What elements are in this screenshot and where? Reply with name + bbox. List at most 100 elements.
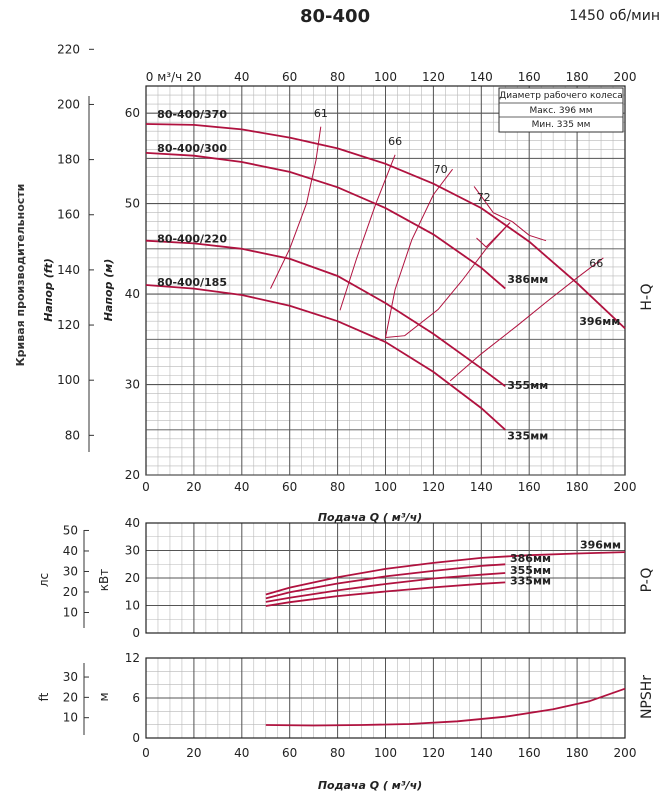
- x-tick-label: 20: [186, 746, 201, 760]
- y-tick-label-hp: 10: [63, 605, 78, 619]
- y-axis-label-ft: ft: [37, 692, 51, 701]
- y-tick-label-m: 20: [125, 468, 140, 482]
- y-tick-label-kw: 40: [125, 516, 140, 530]
- side-label-hq: H-Q: [639, 283, 655, 310]
- y-tick-label-ft: 160: [57, 208, 80, 222]
- pq-curve: [265, 563, 506, 600]
- x-tick-label: 20: [186, 480, 201, 494]
- x-tick-label: 0: [142, 480, 150, 494]
- x-axis-label: Подача Q ( м³/ч): [318, 511, 422, 524]
- pq-curve-label: 355мм: [510, 564, 551, 577]
- plot-frame: [145, 657, 626, 739]
- y-axis-label-hp: лс: [37, 573, 51, 587]
- x-tick-label: 160: [518, 746, 541, 760]
- x-tick-label: 140: [470, 746, 493, 760]
- y-tick-label-kw: 30: [125, 544, 140, 558]
- x-tick-label: 200: [614, 480, 637, 494]
- x-tick-label: 180: [566, 480, 589, 494]
- top-axis-tick-label: 120: [422, 70, 445, 84]
- x-tick-label: 140: [470, 480, 493, 494]
- y-tick-label-ft: 80: [65, 428, 80, 442]
- plot-frame: [145, 522, 626, 634]
- hq-curve-label: 396мм: [579, 315, 620, 328]
- y-tick-label-m: 60: [125, 106, 140, 120]
- x-axis-label: Подача Q ( м³/ч): [318, 779, 422, 792]
- y-tick-label-ft: 100: [57, 373, 80, 387]
- y-axis-label-m: м: [97, 692, 111, 701]
- efficiency-line: [449, 257, 604, 382]
- top-axis-tick-label: 0 м³/ч: [146, 70, 182, 84]
- x-tick-label: 120: [422, 746, 445, 760]
- y-tick-label-ft: 120: [57, 318, 80, 332]
- hq-curve: [145, 284, 506, 431]
- x-tick-label: 200: [614, 746, 637, 760]
- x-tick-label: 100: [374, 480, 397, 494]
- y-tick-label-m: 30: [125, 378, 140, 392]
- npsh-curve: [265, 687, 626, 727]
- pq-curve-label: 396мм: [580, 538, 621, 551]
- y-tick-label-ft: 140: [57, 263, 80, 277]
- y-axis-label-ft: Напор (ft): [42, 258, 55, 322]
- y-tick-label-hp: 30: [63, 564, 78, 578]
- y-tick-label-ft: 10: [63, 711, 78, 725]
- pq-curve: [265, 551, 626, 596]
- speed-label: 1450 об/мин: [569, 8, 660, 24]
- x-tick-label: 180: [566, 746, 589, 760]
- x-tick-label: 80: [330, 480, 345, 494]
- y-tick-label-m: 0: [132, 731, 140, 745]
- y-tick-label-m: 50: [125, 197, 140, 211]
- x-tick-label: 100: [374, 746, 397, 760]
- y-tick-label-kw: 10: [125, 599, 140, 613]
- x-tick-label: 0: [142, 746, 150, 760]
- y-tick-label-hp: 50: [63, 523, 78, 537]
- top-axis-tick-label: 200: [614, 70, 637, 84]
- y-tick-label-ft: 200: [57, 97, 80, 111]
- top-axis-tick-label: 20: [186, 70, 201, 84]
- y-tick-label-ft: 180: [57, 153, 80, 167]
- model-curve-label: 80-400/370: [157, 108, 227, 121]
- model-curve-label: 80-400/220: [157, 233, 227, 246]
- hq-curve: [145, 239, 506, 388]
- model-curve-label: 80-400/300: [157, 142, 227, 155]
- y-tick-label-hp: 40: [63, 544, 78, 558]
- pq-curve-label: 386мм: [510, 552, 551, 565]
- y-axis-label-kw: кВт: [97, 569, 111, 591]
- y-tick-label-kw: 0: [132, 626, 140, 640]
- model-curve-label: 80-400/185: [157, 276, 227, 289]
- y-axis-label-m: Напор (м): [102, 259, 115, 322]
- efficiency-line: [476, 222, 511, 248]
- top-axis-tick-label: 80: [330, 70, 345, 84]
- y-tick-label-kw: 20: [125, 571, 140, 585]
- hq-curve: [145, 123, 626, 330]
- hq-curve-label: 386мм: [507, 273, 548, 286]
- hq-curve-label: 355мм: [507, 379, 548, 392]
- y-tick-label-m: 6: [132, 691, 140, 705]
- x-tick-label: 160: [518, 480, 541, 494]
- legend-max: Макс. 396 мм: [529, 106, 592, 116]
- efficiency-label: 66: [589, 257, 603, 270]
- page-title: 80-400: [300, 6, 371, 27]
- legend-box: [498, 87, 624, 133]
- x-tick-label: 60: [282, 480, 297, 494]
- pq-curve: [265, 572, 506, 603]
- efficiency-label: 72: [477, 191, 491, 204]
- x-tick-label: 120: [422, 480, 445, 494]
- y-tick-label-ft: 220: [57, 42, 80, 56]
- top-axis-tick-label: 100: [374, 70, 397, 84]
- y-axis-label-rotated: Кривая производительности: [14, 184, 27, 367]
- top-axis-tick-label: 180: [566, 70, 589, 84]
- legend-title: Диаметр рабочего колеса: [499, 91, 622, 101]
- y-tick-label-hp: 20: [63, 585, 78, 599]
- y-tick-label-ft: 20: [63, 690, 78, 704]
- efficiency-label: 66: [388, 135, 402, 148]
- pq-curve: [265, 581, 506, 607]
- hq-curve: [145, 152, 506, 290]
- top-axis-tick-label: 40: [234, 70, 249, 84]
- top-axis-tick-label: 160: [518, 70, 541, 84]
- hq-curve-label: 335мм: [507, 430, 548, 443]
- efficiency-label: 70: [434, 163, 448, 176]
- side-label-npsh: NPSHr: [639, 675, 655, 719]
- side-label-pq: P-Q: [639, 568, 655, 593]
- y-tick-label-m: 12: [125, 651, 140, 665]
- legend-min: Мин. 335 мм: [532, 120, 591, 130]
